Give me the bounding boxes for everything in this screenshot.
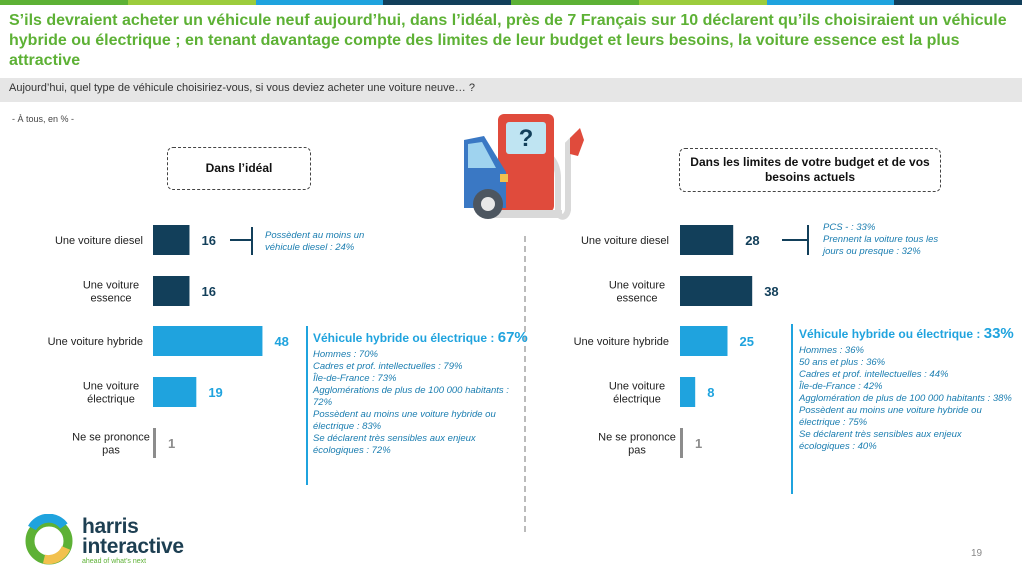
right-group-item: 50 ans et plus : 36% [799, 357, 886, 368]
right-group-item: Agglomération de plus de 100 000 habitan… [799, 393, 1012, 404]
left-panel-title: Dans l’idéal [167, 147, 311, 190]
left-bar-1 [153, 276, 190, 306]
logo-tagline: ahead of what’s next [82, 558, 147, 565]
left-group-item: Se déclarent très sensibles aux enjeux é… [313, 433, 476, 456]
left-group-heading: Véhicule hybride ou électrique : 67% [313, 329, 528, 346]
right-category-label-2: Une voiture hybride [574, 336, 669, 348]
left-hybrid-electric-group: Véhicule hybride ou électrique : 67% Hom… [313, 329, 528, 457]
right-value-label-1: 38 [764, 284, 778, 299]
logo-name-line1: harris [82, 515, 139, 538]
center-divider [524, 236, 526, 532]
left-bar-0 [153, 225, 190, 255]
left-value-label-0: 16 [201, 233, 215, 248]
left-category-label-3: Une voiture électrique [83, 381, 139, 406]
left-value-label-2: 48 [274, 334, 288, 349]
left-category-label-4: Ne se prononce pas [72, 432, 150, 457]
left-category-label-0: Une voiture diesel [55, 235, 143, 247]
right-diesel-connector [782, 239, 808, 241]
right-category-label-1: Une voiture essence [609, 280, 665, 305]
right-bar-4 [680, 428, 683, 458]
svg-text:?: ? [519, 125, 534, 152]
right-group-heading: Véhicule hybride ou électrique : 33% [799, 325, 1014, 342]
left-group-item: Cadres et prof. intellectuelles : 79% [313, 361, 463, 372]
left-bar-2 [153, 326, 263, 356]
right-hybrid-electric-group: Véhicule hybride ou électrique : 33% Hom… [799, 325, 1014, 453]
logo-name-line2: interactive [82, 535, 184, 558]
left-diesel-bracket [251, 227, 253, 255]
question-bar: Aujourd’hui, quel type de véhicule chois… [0, 78, 1022, 102]
base-note: - À tous, en % - [12, 114, 75, 124]
right-bar-1 [680, 276, 753, 306]
right-group-item: Île-de-France : 42% [799, 381, 883, 392]
left-group-bracket [306, 326, 308, 485]
left-category-label-2: Une voiture hybride [48, 336, 143, 348]
right-value-label-2: 25 [740, 334, 754, 349]
top-color-strip [0, 0, 1022, 5]
right-group-item: Se déclarent très sensibles aux enjeux é… [799, 429, 962, 452]
left-category-label-1: Une voiture essence [83, 280, 139, 305]
left-group-item: Agglomérations de plus de 100 000 habita… [313, 385, 509, 408]
left-value-label-1: 16 [201, 284, 215, 299]
logo-ring-icon [25, 514, 73, 565]
survey-question: Aujourd’hui, quel type de véhicule chois… [9, 82, 475, 94]
right-bar-3 [680, 377, 696, 407]
left-group-item: Possèdent au moins une voiture hybride o… [313, 409, 496, 432]
harris-interactive-logo: harris interactive ahead of what’s next [24, 514, 224, 570]
left-bar-4 [153, 428, 156, 458]
right-group-list: Hommes : 36% 50 ans et plus : 36% Cadres… [799, 345, 1014, 453]
fuel-pump-car-icon: ? [464, 114, 584, 220]
right-panel-title: Dans les limites de votre budget et de v… [679, 148, 941, 192]
right-value-label-3: 8 [707, 385, 714, 400]
left-group-item: Hommes : 70% [313, 349, 378, 360]
right-category-label-0: Une voiture diesel [581, 235, 669, 247]
left-bar-3 [153, 377, 197, 407]
right-category-label-4: Ne se prononce pas [598, 432, 676, 457]
right-value-label-4: 1 [695, 436, 702, 451]
left-value-label-3: 19 [208, 385, 222, 400]
right-diesel-bracket [807, 225, 809, 255]
right-diesel-note: PCS - : 33% Prennent la voiture tous les… [823, 222, 939, 257]
right-group-item: Cadres et prof. intellectuelles : 44% [799, 369, 949, 380]
right-value-label-0: 28 [745, 233, 759, 248]
right-bar-0 [680, 225, 734, 255]
right-bar-2 [680, 326, 728, 356]
right-group-item: Possèdent au moins une voiture hybride o… [799, 405, 982, 428]
page-number: 19 [971, 548, 983, 559]
right-category-label-3: Une voiture électrique [609, 381, 665, 406]
left-diesel-connector [230, 239, 252, 241]
slide-title: S’ils devraient acheter un véhicule neuf… [9, 12, 1007, 69]
left-group-list: Hommes : 70% Cadres et prof. intellectue… [313, 349, 528, 457]
left-group-item: Île-de-France : 73% [313, 373, 397, 384]
right-group-item: Hommes : 36% [799, 345, 864, 356]
right-group-bracket [791, 324, 793, 494]
left-value-label-4: 1 [168, 436, 175, 451]
left-diesel-note: Possèdent au moins un véhicule diesel : … [265, 230, 365, 253]
